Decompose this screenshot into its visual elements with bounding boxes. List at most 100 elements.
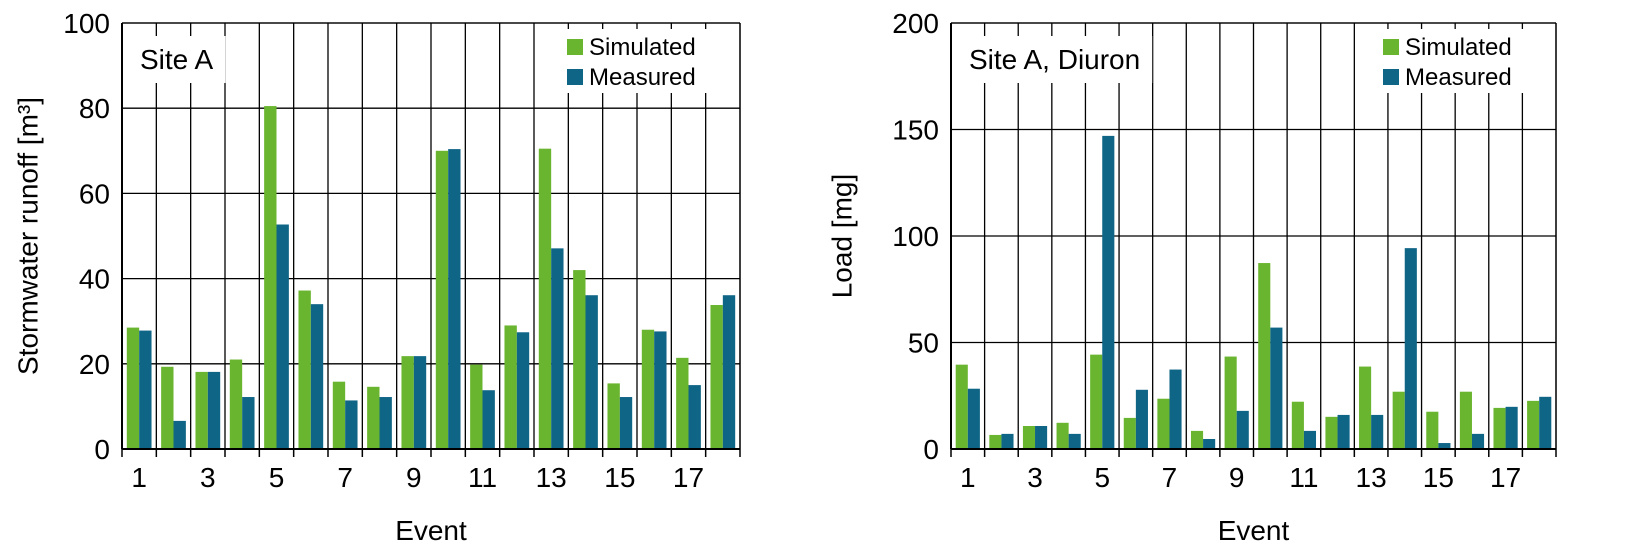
measured-bar: [654, 331, 667, 449]
legend-label: Measured: [589, 64, 696, 91]
simulated-bar: [1527, 400, 1540, 449]
simulated-bar: [332, 381, 346, 449]
simulated-bar: [955, 364, 968, 449]
simulated-bar: [607, 383, 620, 449]
x-tick-label: 7: [1162, 462, 1178, 493]
legend-label: Simulated: [1405, 34, 1512, 61]
simulated-bar: [710, 305, 723, 449]
simulated-bar: [1291, 401, 1304, 449]
measured-bar: [1135, 389, 1148, 449]
y-tick-label: 0: [94, 434, 110, 465]
simulated-bar: [1426, 411, 1439, 449]
panel-label: Site A: [140, 44, 213, 75]
measured-bar: [1001, 433, 1014, 449]
simulated-bar: [573, 270, 586, 449]
simulated-bar: [676, 357, 689, 449]
measured-bar: [516, 332, 530, 449]
x-tick-label: 3: [1027, 462, 1043, 493]
x-tick-label: 11: [1289, 462, 1318, 493]
x-tick-label: 13: [1356, 462, 1387, 493]
measured-bar: [619, 397, 633, 449]
simulated-bar: [641, 329, 655, 449]
simulated-bar: [470, 364, 483, 449]
legend-swatch: [567, 69, 583, 85]
y-tick-label: 40: [79, 264, 110, 295]
legend-swatch: [1383, 69, 1399, 85]
simulated-bar: [1258, 263, 1271, 449]
y-tick-label: 80: [79, 93, 110, 124]
x-tick-label: 5: [1094, 462, 1110, 493]
y-tick-label: 50: [908, 328, 939, 359]
measured-bar: [1371, 414, 1384, 449]
x-axis-title: Event: [1218, 515, 1290, 546]
x-tick-label: 1: [131, 462, 147, 493]
x-tick-label: 9: [1229, 462, 1245, 493]
measured-bar: [1505, 406, 1518, 449]
measured-bar: [276, 224, 289, 449]
simulated-bar: [1190, 430, 1204, 449]
measured-bar: [1169, 369, 1182, 449]
legend-swatch: [1383, 39, 1399, 55]
panel-label-background: [128, 36, 226, 83]
x-tick-label: 5: [269, 462, 285, 493]
x-tick-label: 13: [536, 462, 567, 493]
simulated-bar: [504, 325, 517, 449]
y-tick-label: 200: [892, 8, 939, 39]
simulated-bar: [1090, 354, 1103, 449]
simulated-bar: [1157, 398, 1170, 449]
y-tick-label: 20: [79, 349, 110, 380]
measured-bar: [1068, 433, 1081, 449]
simulated-bar: [126, 327, 140, 449]
chart-site-a-runoff: 0 20 40 60 80 100 1 3 5 7 9 11 13 15 17 Event Stormwater…: [0, 0, 814, 552]
simulated-bar: [161, 366, 174, 449]
measured-bar: [139, 330, 152, 449]
chart-site-a-diuron: 0 50 100 150 200 1 3 5 7 9 11 13 15 17 Event Load [mg] S…: [814, 0, 1628, 552]
simulated-bar: [1325, 416, 1338, 449]
simulated-bar: [367, 386, 380, 449]
measured-bar: [310, 304, 324, 449]
simulated-bar: [1123, 417, 1136, 449]
measured-bar: [1303, 430, 1317, 449]
simulated-bar: [1056, 422, 1069, 449]
y-tick-label: 60: [79, 178, 110, 209]
x-tick-label: 7: [337, 462, 353, 493]
measured-bar: [482, 390, 495, 449]
x-tick-label: 17: [673, 462, 704, 493]
simulated-bar: [401, 356, 414, 449]
panel-label: Site A, Diuron: [969, 44, 1140, 75]
simulated-bar: [1022, 425, 1036, 449]
legend-label: Simulated: [589, 34, 696, 61]
measured-bar: [585, 295, 598, 449]
simulated-bar: [538, 148, 552, 450]
y-axis-title: Load [mg]: [826, 174, 857, 299]
simulated-bar: [435, 150, 449, 450]
measured-bar: [1203, 438, 1216, 449]
panel-label-background: [957, 36, 1153, 83]
x-tick-label: 15: [604, 462, 635, 493]
measured-bar: [1404, 248, 1417, 449]
measured-bar: [1035, 425, 1048, 449]
legend-label: Measured: [1405, 64, 1512, 91]
x-tick-label: 1: [960, 462, 976, 493]
x-tick-label: 15: [1423, 462, 1454, 493]
measured-bar: [1438, 443, 1451, 449]
x-tick-label: 9: [406, 462, 422, 493]
y-tick-label: 0: [923, 434, 939, 465]
x-tick-label: 17: [1490, 462, 1521, 493]
measured-bar: [688, 385, 701, 449]
x-tick-label: 3: [200, 462, 216, 493]
y-tick-label: 100: [892, 221, 939, 252]
simulated-bar: [229, 359, 243, 449]
measured-bar: [345, 400, 358, 449]
measured-bar: [551, 248, 564, 449]
y-tick-label: 150: [892, 115, 939, 146]
measured-bar: [1337, 414, 1350, 449]
legend-background: [1377, 29, 1552, 93]
simulated-bar: [264, 106, 277, 449]
measured-bar: [967, 388, 980, 449]
simulated-bar: [1392, 391, 1405, 449]
measured-bar: [722, 295, 736, 449]
measured-bar: [1102, 135, 1115, 449]
